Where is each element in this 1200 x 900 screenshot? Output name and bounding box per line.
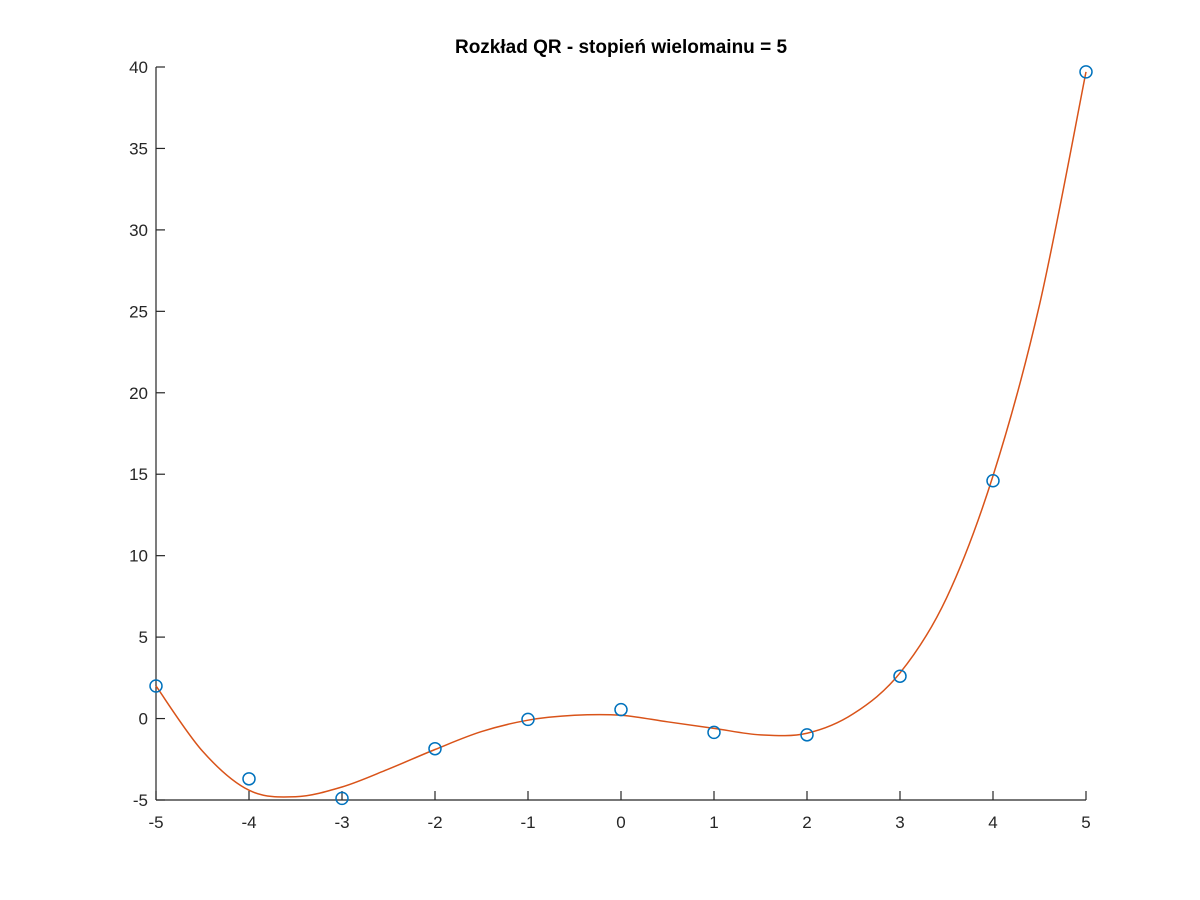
y-tick-label: 10 (129, 547, 148, 566)
x-tick-label: 0 (616, 813, 625, 832)
x-tick-label: -3 (334, 813, 349, 832)
y-tick-label: 30 (129, 221, 148, 240)
y-tick-label: 40 (129, 58, 148, 77)
y-tick-label: 15 (129, 465, 148, 484)
data-point (521, 712, 535, 727)
x-tick-label: -4 (241, 813, 256, 832)
y-tick-label: 25 (129, 302, 148, 321)
data-points-series (149, 65, 1093, 806)
y-tick-label: 35 (129, 139, 148, 158)
x-tick-label: 5 (1081, 813, 1090, 832)
data-point (707, 725, 721, 740)
data-point (335, 791, 349, 806)
x-tick-label: 1 (709, 813, 718, 832)
data-point (614, 702, 628, 717)
chart-title: Rozkład QR - stopień wielomainu = 5 (455, 37, 787, 58)
y-tick-label: 20 (129, 384, 148, 403)
y-tick-label: 5 (139, 628, 148, 647)
fit-line (155, 71, 1087, 798)
x-tick-label: 4 (988, 813, 997, 832)
x-tick-label: 3 (895, 813, 904, 832)
axes (155, 67, 1086, 801)
data-point (893, 669, 907, 683)
x-tick-label: -5 (148, 813, 163, 832)
x-axis-ticks: -5 -4 -3 -2 -1 0 1 2 3 4 5 (148, 791, 1091, 832)
x-tick-label: -2 (427, 813, 442, 832)
x-tick-label: -1 (520, 813, 535, 832)
data-point (800, 728, 814, 742)
fit-line-series (155, 71, 1087, 798)
y-axis-ticks: -5 0 5 10 15 20 25 30 35 40 (129, 58, 165, 810)
data-point (149, 679, 163, 693)
data-point (242, 772, 256, 786)
x-tick-label: 2 (802, 813, 811, 832)
y-tick-label: 0 (139, 710, 148, 729)
data-point (986, 473, 1000, 488)
y-tick-label: -5 (133, 791, 148, 810)
data-point (428, 741, 442, 756)
data-point (1079, 65, 1093, 79)
